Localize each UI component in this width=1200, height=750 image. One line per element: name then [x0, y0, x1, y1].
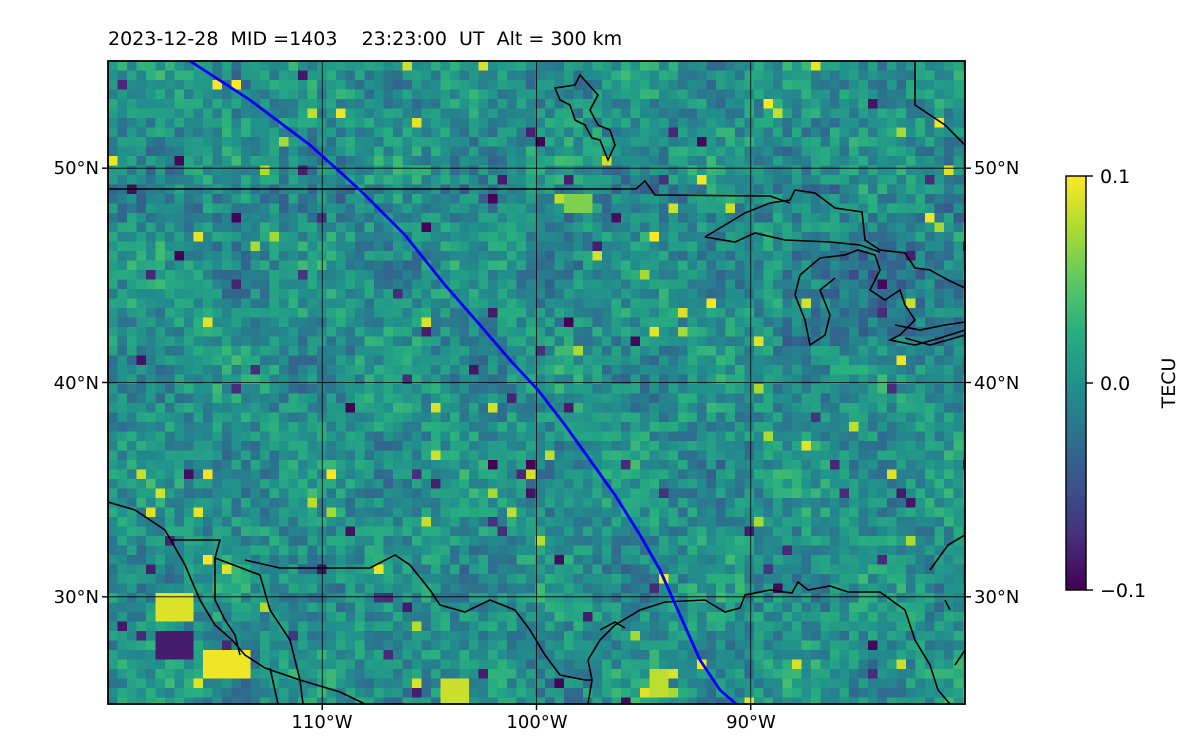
graticule	[108, 61, 965, 704]
northern-coast	[553, 73, 616, 163]
x-tick-label-90w: 90°W	[726, 712, 776, 733]
colorbar-tick-max: 0.1	[1100, 166, 1130, 188]
coastlines	[108, 61, 965, 704]
colorbar-tick-zero: 0.0	[1100, 373, 1130, 395]
colorbar-tick-min: −0.1	[1100, 580, 1146, 602]
y-tick-label-right-30n: 30°N	[974, 587, 1019, 608]
baja-coast	[170, 539, 304, 704]
gulf-coast	[587, 580, 951, 704]
baja-tip	[269, 667, 279, 704]
northeast-coast	[914, 61, 965, 146]
map-title: 2023-12-28 MID =1403 23:23:00 UT Alt = 3…	[108, 28, 623, 50]
us-mexico-border	[244, 554, 592, 681]
tec-heatmap	[108, 61, 965, 704]
us-canada-border	[108, 179, 791, 204]
x-tick-label-110w: 110°W	[291, 712, 352, 733]
y-tick-label-right-40n: 40°N	[974, 373, 1019, 394]
great-lakes	[704, 189, 965, 347]
gulf-inlet	[599, 621, 626, 631]
satellite-track	[189, 61, 737, 704]
y-tick-label-left-30n: 30°N	[54, 587, 99, 608]
axis-ticks	[102, 167, 971, 710]
colorbar	[1065, 175, 1087, 591]
y-tick-label-left-40n: 40°N	[54, 373, 99, 394]
y-tick-label-left-50n: 50°N	[54, 158, 99, 179]
colorbar-label: TECU	[1158, 358, 1180, 410]
florida-east	[929, 534, 965, 571]
y-tick-label-right-50n: 50°N	[974, 158, 1019, 179]
x-tick-label-100w: 100°W	[506, 712, 567, 733]
atlantic-coast	[944, 599, 965, 666]
mexico-pacific-coast	[108, 501, 366, 704]
